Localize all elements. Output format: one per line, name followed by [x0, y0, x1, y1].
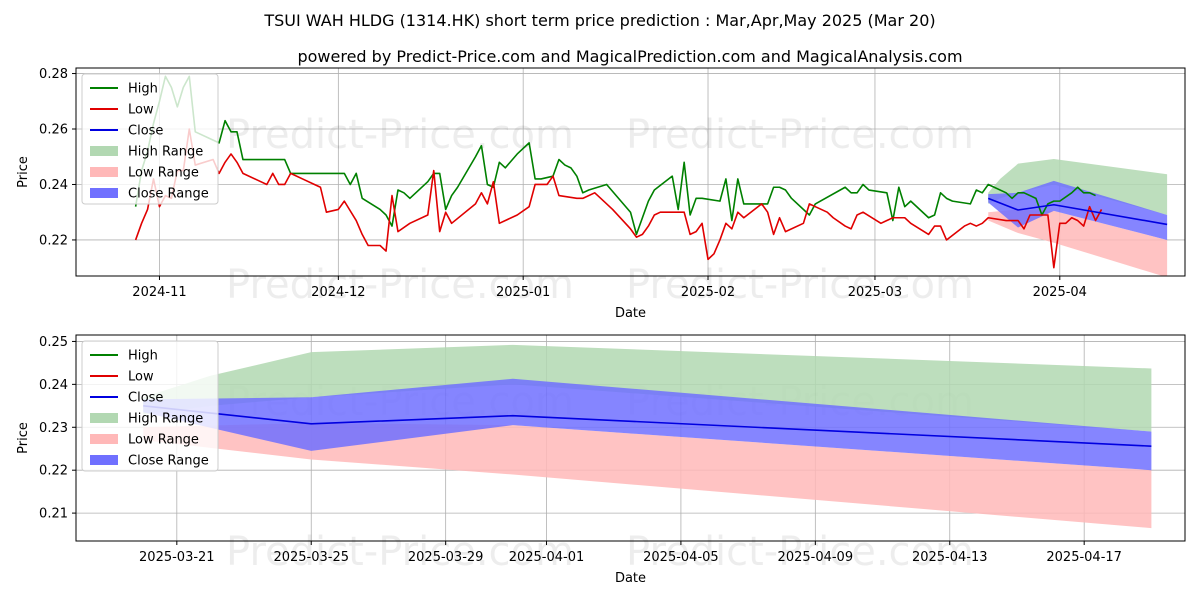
y-axis-label: Price	[16, 422, 31, 454]
series-line-low	[134, 128, 1103, 269]
band-low-range	[143, 422, 1152, 529]
x-axis-label: Date	[615, 571, 646, 586]
x-tick-label: 2024-11	[132, 285, 186, 300]
legend-label: Low	[128, 103, 154, 118]
watermark-text: Predict-Price.com	[626, 262, 974, 308]
watermark-text: Predict-Price.com	[626, 112, 974, 158]
x-tick-label: 2025-04-01	[509, 550, 585, 565]
x-tick-label: 2025-04-09	[778, 550, 854, 565]
series-line-close	[987, 197, 1168, 226]
y-tick-label: 0.22	[39, 464, 68, 479]
x-tick-label: 2025-03-21	[139, 550, 215, 565]
legend: High Low Close High Range Low Range Close Ran…	[81, 340, 219, 472]
legend: High Low Close High Range Low Range Close Ran…	[81, 73, 219, 205]
series-line-high	[134, 75, 1096, 236]
legend-label: High	[128, 82, 158, 97]
x-tick-label: 2025-01	[496, 285, 550, 300]
y-tick-label: 0.26	[39, 123, 68, 138]
x-tick-label: 2025-03-29	[408, 550, 484, 565]
x-axis-label: Date	[615, 306, 646, 321]
chart-subtitle: powered by Predict-Price.com and Magical…	[297, 47, 962, 66]
x-tick-label: 2025-04-05	[643, 550, 719, 565]
chart-title: TSUI WAH HLDG (1314.HK) short term price…	[263, 11, 935, 30]
legend-label: Low Range	[128, 433, 199, 448]
legend-label: Close Range	[128, 454, 209, 469]
legend-swatch	[90, 413, 118, 423]
y-tick-label: 0.21	[39, 507, 68, 522]
x-tick-label: 2025-04-17	[1046, 550, 1122, 565]
legend-swatch	[90, 455, 118, 465]
band-close-range	[988, 180, 1168, 240]
series-line-close	[143, 405, 1152, 447]
x-tick-label: 2025-03	[848, 285, 902, 300]
main-chart-panel: Predict-Price.com Predict-Price.com Predic…	[16, 67, 1186, 321]
y-tick-label: 0.24	[39, 378, 68, 393]
legend-label: Low	[128, 370, 154, 385]
legend-label: High	[128, 349, 158, 364]
x-tick-label: 2025-04	[1033, 285, 1087, 300]
watermark-text: Predict-Price.com	[626, 529, 974, 575]
zoom-chart-panel: Predict-Price.comPredict-Price.comPredic…	[16, 334, 1186, 586]
x-tick-label: 2025-03-25	[273, 550, 349, 565]
y-tick-label: 0.25	[39, 335, 68, 350]
legend-label: Close	[128, 124, 163, 139]
watermark-text: Predict-Price.com	[226, 529, 574, 575]
legend-label: High Range	[128, 412, 203, 427]
band-close-range	[143, 378, 1152, 471]
y-tick-label: 0.24	[39, 178, 68, 193]
plot-frame	[75, 67, 1186, 277]
legend-swatch	[90, 434, 118, 444]
band-low-range	[988, 209, 1168, 276]
watermark-text: Predict-Price.com	[226, 112, 574, 158]
legend-label: High Range	[128, 145, 203, 160]
y-tick-label: 0.28	[39, 67, 68, 82]
x-tick-label: 2025-02	[681, 285, 735, 300]
plot-frame	[75, 334, 1186, 542]
legend-swatch	[90, 167, 118, 177]
legend-label: Close Range	[128, 187, 209, 202]
band-high-range	[143, 344, 1152, 432]
legend-label: Low Range	[128, 166, 199, 181]
legend-label: Close	[128, 391, 163, 406]
y-tick-label: 0.23	[39, 421, 68, 436]
legend-swatch	[90, 188, 118, 198]
x-tick-label: 2025-04-13	[912, 550, 988, 565]
legend-swatch	[90, 146, 118, 156]
x-tick-label: 2024-12	[311, 285, 365, 300]
y-tick-label: 0.22	[39, 233, 68, 248]
watermark-text: Predict-Price.com	[226, 262, 574, 308]
y-axis-label: Price	[16, 156, 31, 188]
